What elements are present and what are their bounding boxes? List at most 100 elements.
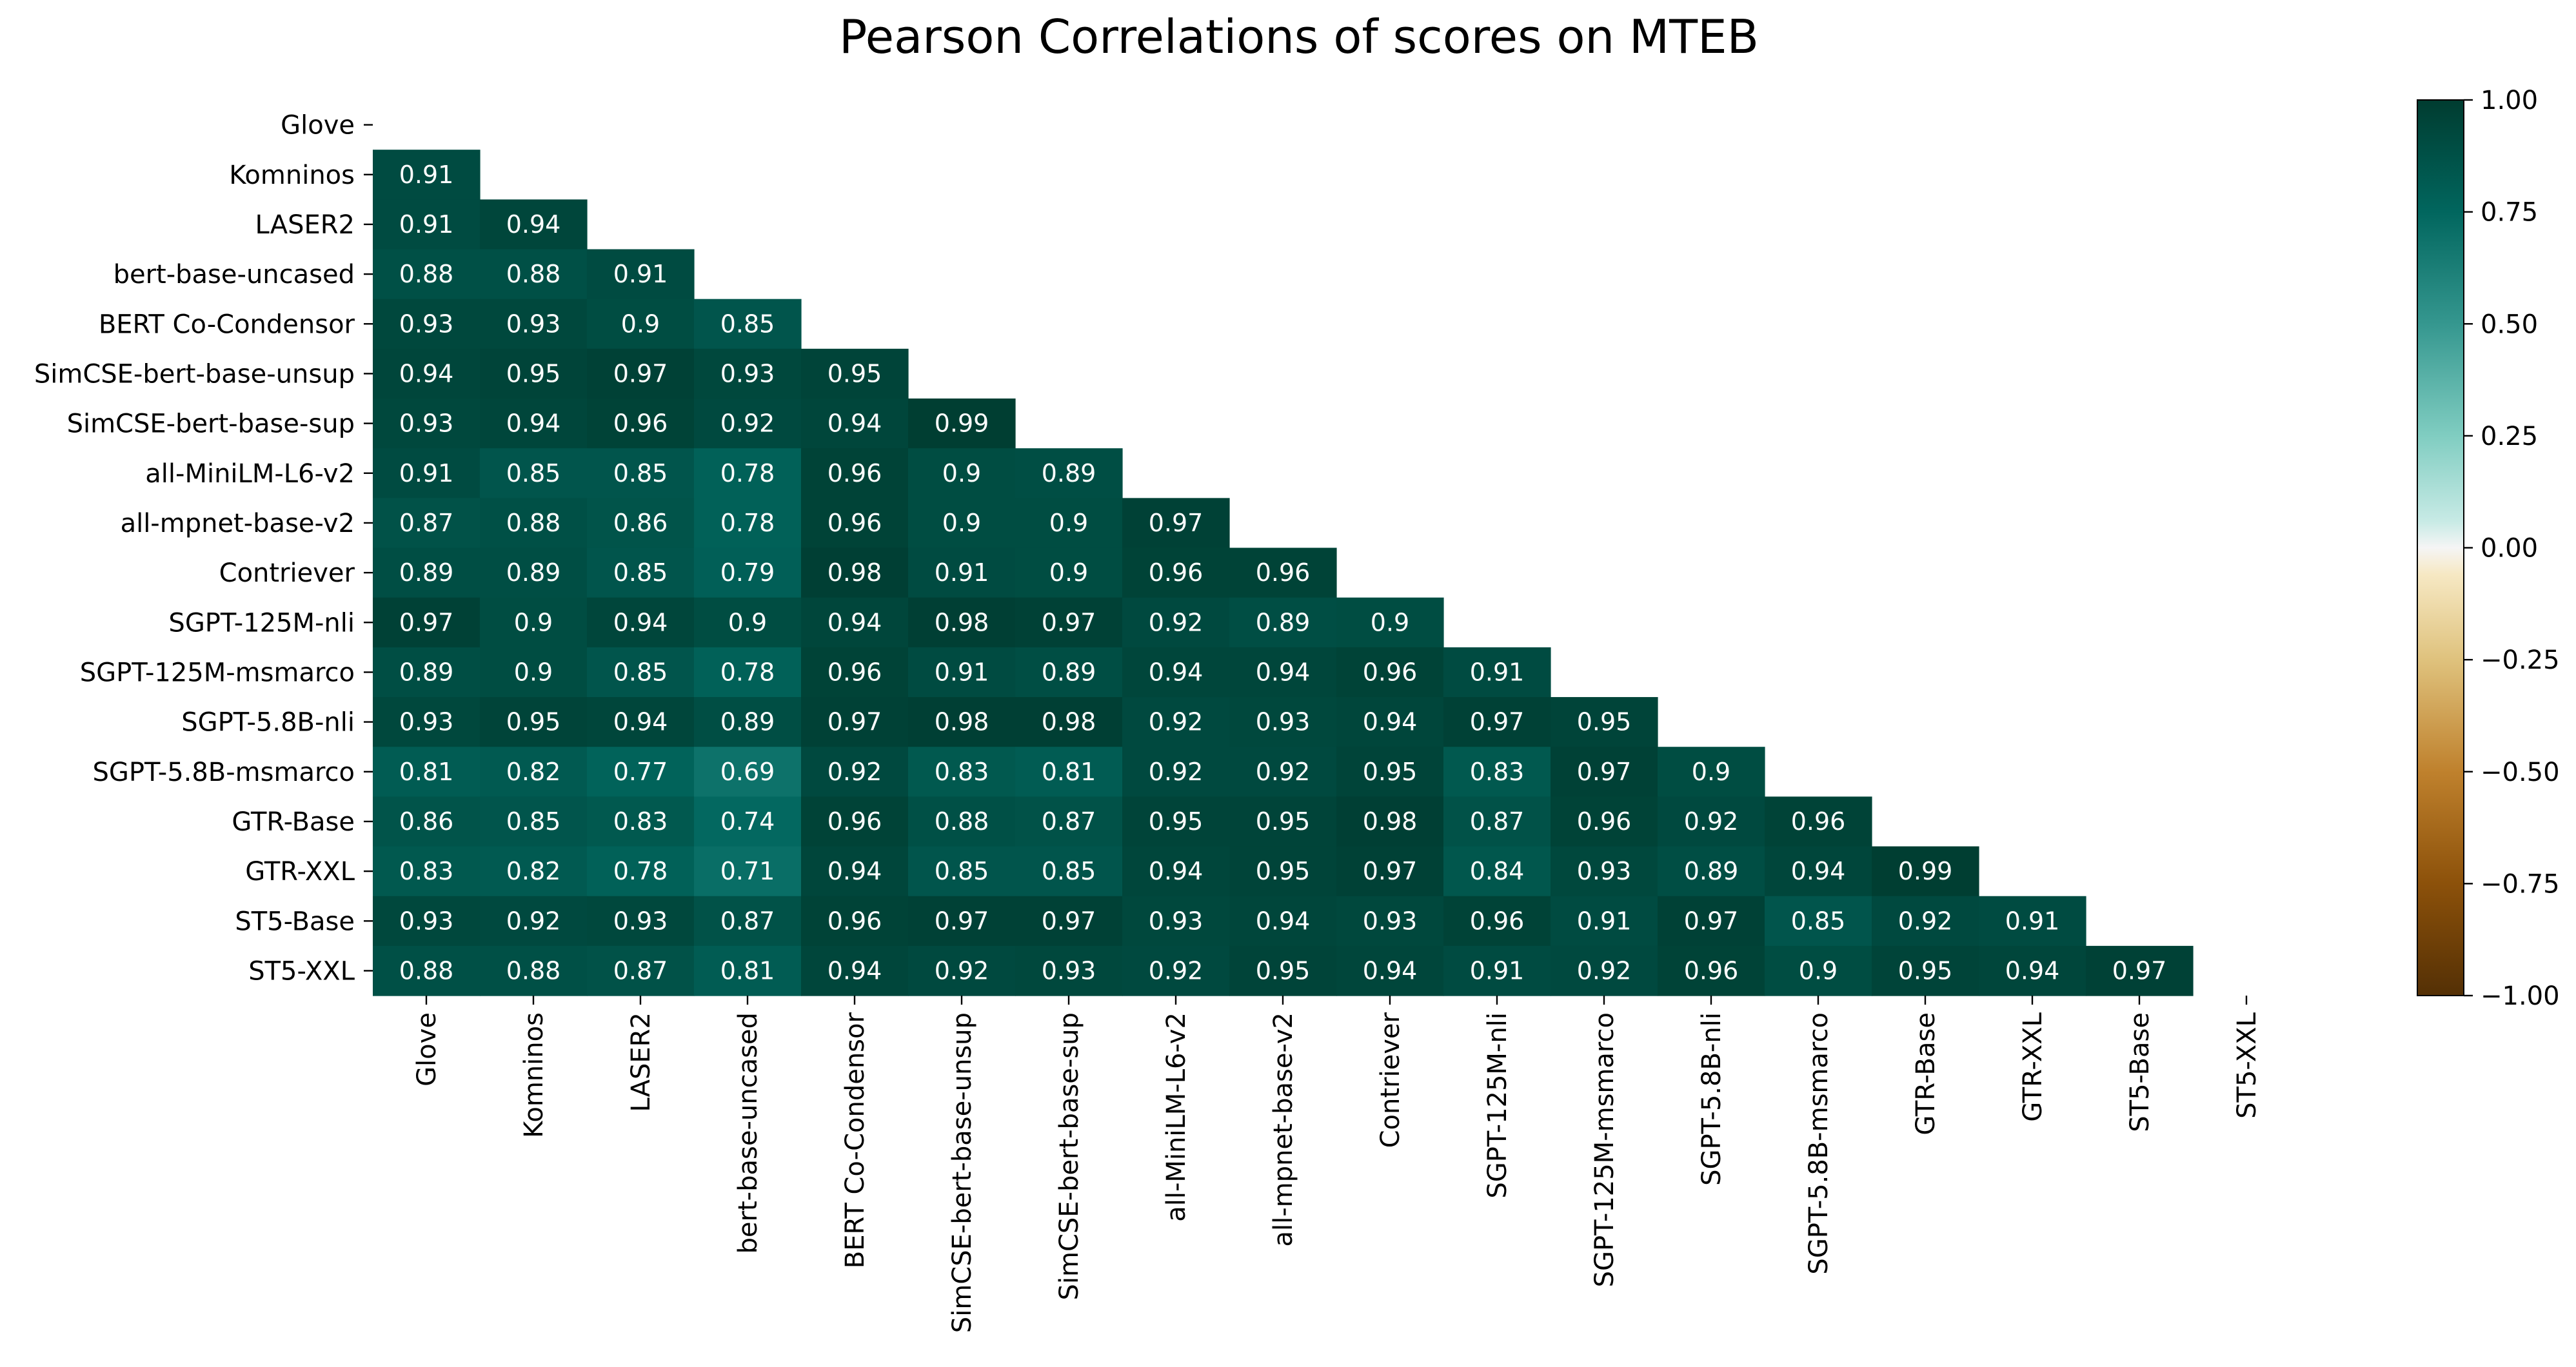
heatmap-cell (908, 547, 1016, 598)
cell-value-label: 0.91 (935, 558, 989, 587)
cell-value-label: 0.89 (1256, 608, 1311, 636)
heatmap-cell (480, 796, 588, 847)
heatmap-cell (587, 697, 695, 747)
heatmap-cell (1979, 896, 2086, 947)
cell-value-label: 0.94 (613, 608, 668, 636)
heatmap-cell (1229, 597, 1337, 648)
cell-value-label: 0.97 (1149, 509, 1204, 537)
cell-value-label: 0.95 (506, 359, 561, 388)
y-tick-label: SGPT-125M-msmarco (80, 658, 355, 687)
x-tick-label: SGPT-5.8B-nli (1697, 1012, 1727, 1186)
cell-value-label: 0.91 (1470, 956, 1525, 985)
heatmap-cell (801, 647, 909, 698)
heatmap-cell (908, 747, 1016, 797)
cell-value-label: 0.94 (2005, 956, 2060, 985)
cell-value-label: 0.78 (720, 509, 775, 537)
heatmap-cell (1229, 896, 1337, 947)
cell-value-label: 0.87 (720, 907, 775, 935)
heatmap-cell (480, 597, 588, 648)
heatmap-cell (373, 647, 481, 698)
heatmap-cell (1122, 547, 1230, 598)
heatmap-cell (1872, 896, 1979, 947)
x-tick-label: SGPT-125M-nli (1483, 1012, 1512, 1199)
cell-value-label: 0.85 (613, 558, 668, 587)
cell-value-label: 0.97 (827, 708, 882, 736)
heatmap-cell (801, 498, 909, 549)
y-tick-label: BERT Co-Condensor (99, 310, 355, 339)
heatmap-cell (480, 697, 588, 747)
heatmap-cell (587, 448, 695, 498)
cell-value-label: 0.94 (1363, 956, 1418, 985)
colorbar-tick-label: −1.00 (2481, 981, 2560, 1011)
cell-value-label: 0.93 (1577, 857, 1632, 885)
heatmap-cell (480, 896, 588, 947)
heatmap-cell (1122, 747, 1230, 797)
y-tick-label: Glove (281, 111, 355, 141)
heatmap-cell (373, 448, 481, 498)
heatmap-cell (373, 398, 481, 449)
heatmap-cell (694, 448, 802, 498)
heatmap-cell (1229, 796, 1337, 847)
cell-value-label: 0.87 (399, 509, 454, 537)
cell-value-label: 0.94 (1149, 857, 1204, 885)
heatmap-cell (1336, 896, 1444, 947)
heatmap-cell (1658, 747, 1765, 797)
heatmap-cell (1015, 547, 1123, 598)
cell-value-label: 0.99 (935, 409, 989, 438)
heatmap-cell (801, 896, 909, 947)
heatmap-cell (1765, 846, 1872, 897)
colorbar-tick-label: 0.00 (2481, 534, 2538, 564)
heatmap-cell (1551, 896, 1658, 947)
cell-value-label: 0.85 (506, 807, 561, 836)
cell-value-label: 0.91 (399, 161, 454, 189)
y-tick-label: ST5-Base (235, 907, 355, 936)
cell-value-label: 0.96 (1684, 956, 1739, 985)
heatmap-cell (694, 747, 802, 797)
cell-value-label: 0.81 (1042, 758, 1096, 786)
heatmap-cell (480, 398, 588, 449)
heatmap-cell (1443, 747, 1551, 797)
heatmap-cell (908, 647, 1016, 698)
heatmap-cell (480, 498, 588, 549)
cell-value-label: 0.83 (1470, 758, 1525, 786)
heatmap-cell (1872, 846, 1979, 897)
x-tick-label: BERT Co-Condensor (840, 1012, 870, 1269)
colorbar-tick-label: 0.75 (2481, 198, 2538, 228)
cell-value-label: 0.97 (935, 907, 989, 935)
cell-value-label: 0.97 (1577, 758, 1632, 786)
heatmap-cell (1765, 796, 1872, 847)
heatmap-cell (694, 348, 802, 399)
cell-value-label: 0.97 (1470, 708, 1525, 736)
cell-value-label: 0.98 (935, 708, 989, 736)
cell-value-label: 0.94 (506, 409, 561, 438)
heatmap-cell (1122, 647, 1230, 698)
y-tick-label: SimCSE-bert-base-sup (67, 409, 355, 439)
heatmap-cell (587, 498, 695, 549)
cell-value-label: 0.85 (1791, 907, 1846, 935)
cell-value-label: 0.78 (613, 857, 668, 885)
colorbar-tick-label: 1.00 (2481, 86, 2538, 115)
heatmap-cell (801, 547, 909, 598)
colorbar-tick-label: 0.25 (2481, 422, 2538, 451)
x-tick-label: all-MiniLM-L6-v2 (1162, 1012, 1191, 1222)
cell-value-label: 0.97 (1363, 857, 1418, 885)
heatmap-cell (1229, 846, 1337, 897)
heatmap-cell (801, 398, 909, 449)
cell-value-label: 0.89 (399, 558, 454, 587)
cell-value-label: 0.9 (942, 459, 981, 487)
heatmap-cell (587, 945, 695, 996)
cell-value-label: 0.97 (1684, 907, 1739, 935)
cell-value-label: 0.93 (1363, 907, 1418, 935)
heatmap-cell (801, 448, 909, 498)
cell-value-label: 0.9 (942, 509, 981, 537)
cell-value-label: 0.92 (1149, 956, 1204, 985)
heatmap-cell (480, 945, 588, 996)
cell-value-label: 0.92 (1149, 608, 1204, 636)
colorbar-tick-label: −0.25 (2481, 645, 2560, 675)
heatmap-cell (1015, 747, 1123, 797)
heatmap-cell (1122, 498, 1230, 549)
heatmap-cell (587, 398, 695, 449)
x-tick-label: bert-base-uncased (733, 1012, 763, 1254)
heatmap-cell (694, 597, 802, 648)
heatmap-cell (373, 796, 481, 847)
